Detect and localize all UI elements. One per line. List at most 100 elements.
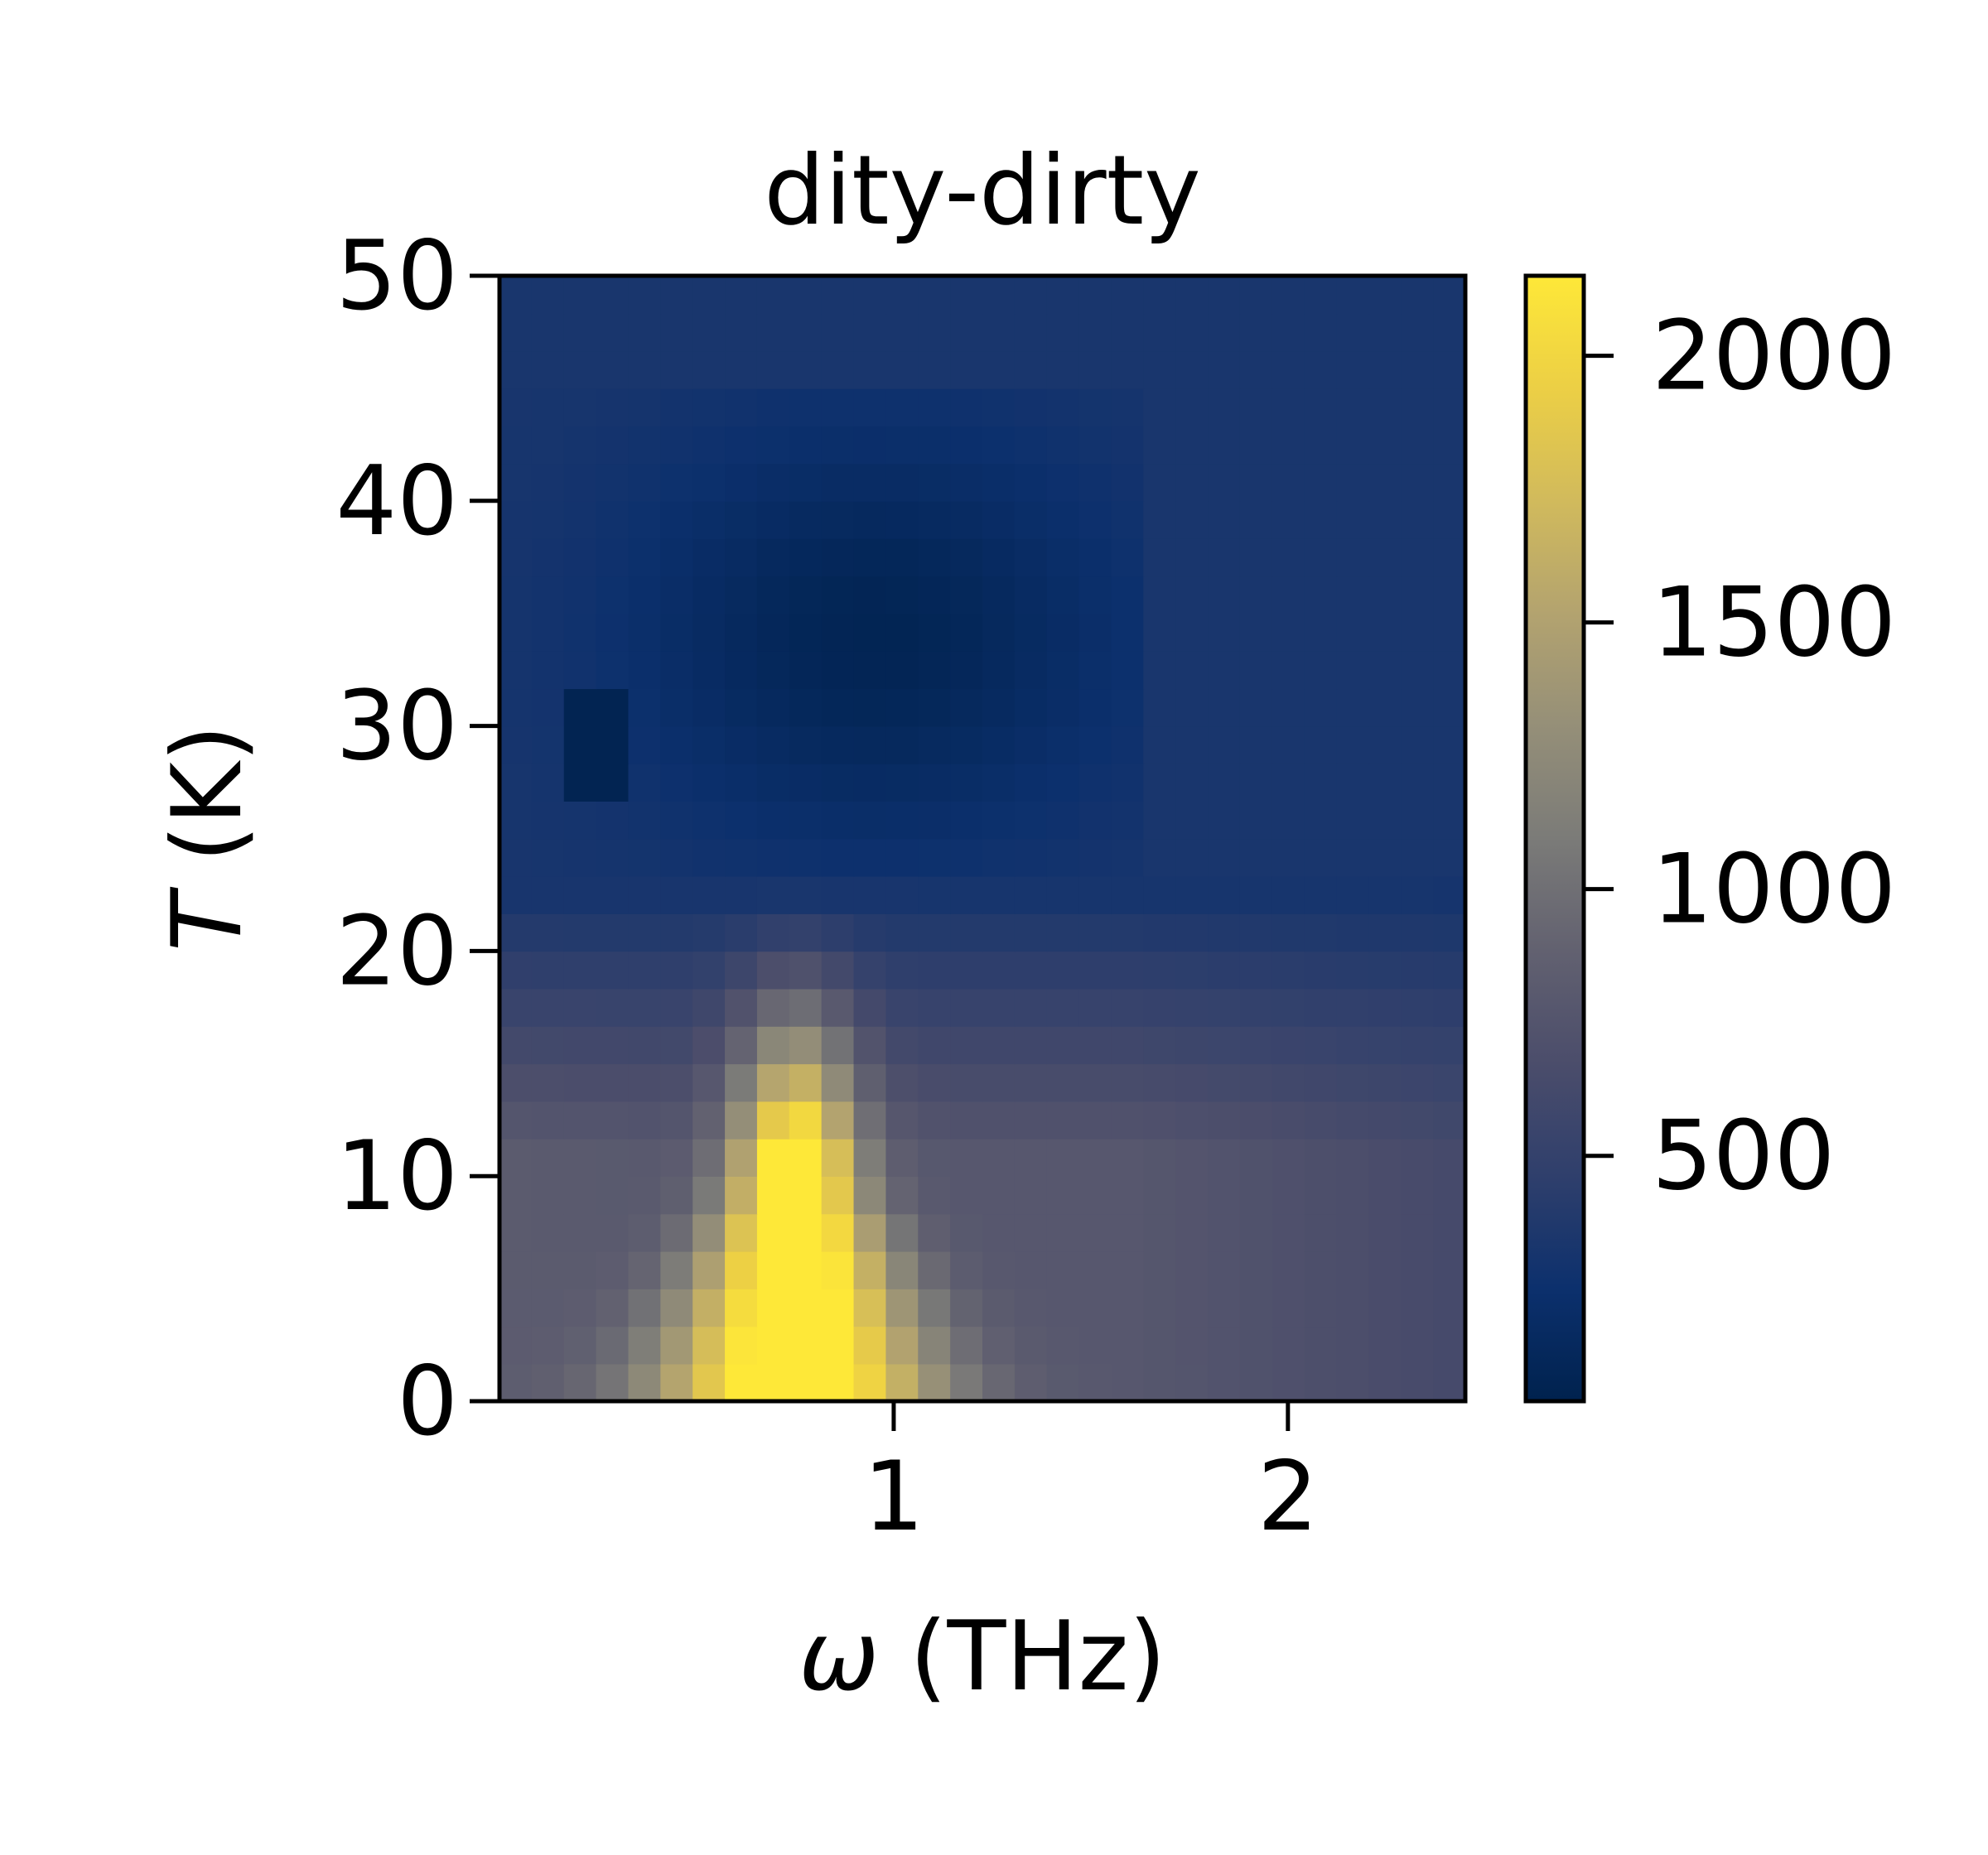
heatmap-cell [1433,388,1466,426]
heatmap-cell [1239,276,1273,315]
heatmap-cell [756,426,790,465]
heatmap-cell [1239,388,1273,426]
heatmap-cell [821,913,855,952]
heatmap-cell [1304,1213,1338,1252]
heatmap-cell [1175,1176,1209,1215]
heatmap-cell [853,988,887,1027]
heatmap-cell [982,1213,1016,1252]
heatmap-cell [1143,1176,1176,1215]
heatmap-cell [1175,763,1209,802]
heatmap-cell [982,1026,1016,1065]
heatmap-cell [950,426,983,465]
heatmap-cell [982,951,1016,990]
heatmap-cell [1208,763,1241,802]
heatmap-cell [1111,1101,1145,1140]
heatmap-cell [756,1250,790,1289]
heatmap-cell [1368,1101,1402,1140]
heatmap-cell [1239,613,1273,652]
heatmap-cell [499,651,533,690]
heatmap-cell [531,838,565,877]
heatmap-cell [853,688,887,727]
heatmap-cell [756,613,790,652]
heatmap-cell [1014,988,1048,1027]
heatmap-cell [692,313,726,352]
heatmap-cell [982,1250,1016,1289]
heatmap-cell [1368,350,1402,389]
heatmap-cell [1433,988,1466,1027]
heatmap-cell [1143,463,1176,502]
heatmap-cell [1433,763,1466,802]
heatmap-cell [499,1363,533,1402]
heatmap-cell [628,838,662,877]
x-axis-label-unit: (THz) [910,1601,1165,1713]
heatmap-cell [692,500,726,539]
heatmap-cell [1111,838,1145,877]
heatmap-cell [1143,538,1176,577]
heatmap-cell [1239,838,1273,877]
heatmap-cell [563,913,597,952]
heatmap-cell [950,838,983,877]
heatmap-cell [1433,276,1466,315]
heatmap-cell [1401,1289,1434,1327]
heatmap-cell [821,951,855,990]
heatmap-cell [596,1213,630,1252]
heatmap-cell [692,1138,726,1177]
heatmap-cell [1175,838,1209,877]
heatmap-cell [660,613,693,652]
heatmap-cell [1143,613,1176,652]
heatmap-cell [628,388,662,426]
heatmap-cell [1239,988,1273,1027]
heatmap-cell [1271,463,1305,502]
heatmap-cell [950,1176,983,1215]
heatmap-cell [596,1138,630,1177]
heatmap-cell [885,1063,919,1102]
heatmap-cell [628,576,662,614]
heatmap-cell [563,801,597,840]
heatmap-cell [531,463,565,502]
heatmap-cell [596,688,630,727]
heatmap-cell [596,426,630,465]
heatmap-cell [1271,913,1305,952]
heatmap-cell [1014,688,1048,727]
heatmap-cell [1271,388,1305,426]
heatmap-cell [725,951,758,990]
heatmap-cell [1175,1289,1209,1327]
heatmap-cell [1014,1063,1048,1102]
heatmap-cell [1208,576,1241,614]
heatmap-cell [563,725,597,764]
heatmap-cell [628,951,662,990]
heatmap-cell [1078,538,1112,577]
heatmap-cell [563,576,597,614]
heatmap-cell [950,1250,983,1289]
heatmap-cell [1078,426,1112,465]
heatmap-cell [692,1101,726,1140]
heatmap-cell [563,1363,597,1402]
chart-title: dity-dirty [764,135,1201,247]
heatmap-cell [725,613,758,652]
heatmap-cell [1014,913,1048,952]
heatmap-cell [853,388,887,426]
heatmap-cell [1401,801,1434,840]
heatmap-cell [692,951,726,990]
heatmap-cell [563,1289,597,1327]
heatmap-cell [1208,951,1241,990]
heatmap-cell [1111,1026,1145,1065]
heatmap-cell [499,801,533,840]
heatmap-cell [853,613,887,652]
heatmap-cell [596,613,630,652]
heatmap-cell [756,500,790,539]
heatmap-cell [982,576,1016,614]
heatmap-cell [950,538,983,577]
heatmap-cell [1304,875,1338,914]
heatmap-cell [1368,913,1402,952]
heatmap-cell [1143,801,1176,840]
heatmap-cell [1046,1363,1080,1402]
heatmap-cell [499,1063,533,1102]
heatmap-cell [1111,1363,1145,1402]
heatmap-cell [1078,988,1112,1027]
heatmap-cell [1111,1213,1145,1252]
y-tick-label: 50 [335,220,458,332]
heatmap-cell [918,688,951,727]
heatmap-cell [499,388,533,426]
heatmap-cell [756,838,790,877]
